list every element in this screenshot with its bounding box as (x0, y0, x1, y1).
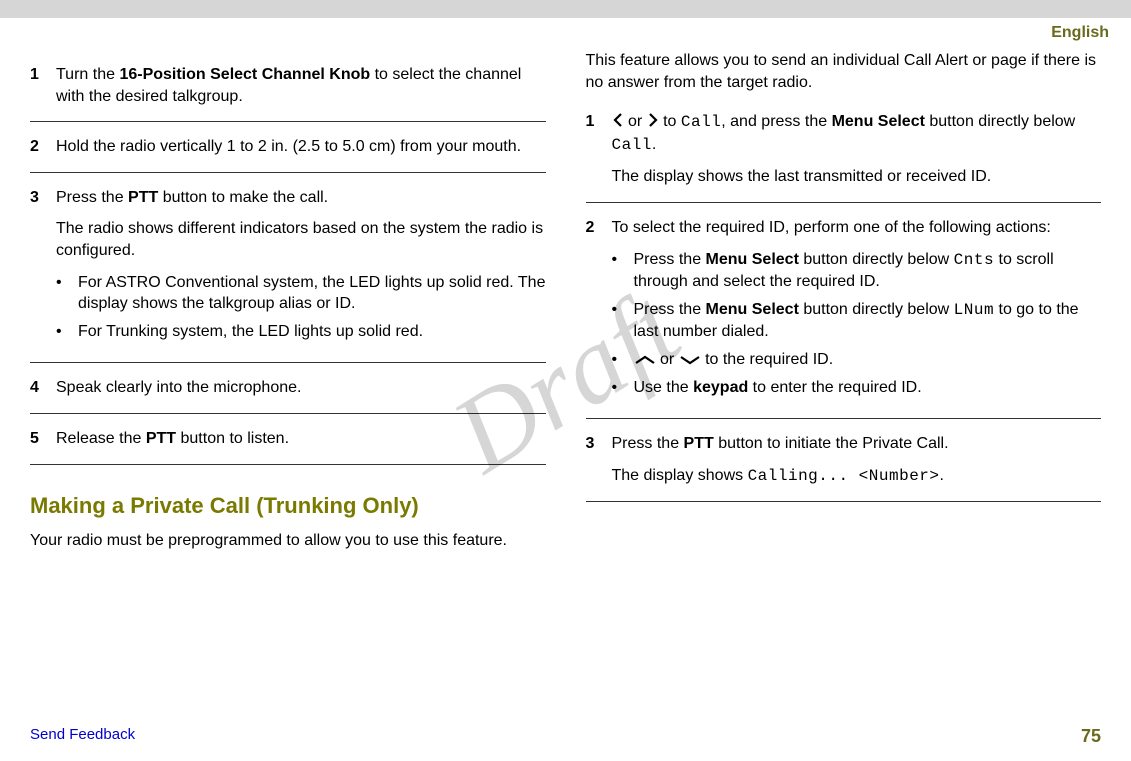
bullet-text: Press the Menu Select button directly be… (634, 299, 1102, 343)
bullet-text: Press the Menu Select button directly be… (634, 249, 1102, 293)
bullet-list: Press the Menu Select button directly be… (612, 249, 1102, 399)
language-label: English (0, 18, 1131, 42)
step-text: Turn the 16-Position Select Channel Knob… (56, 64, 546, 107)
step-text: The display shows the last transmitted o… (612, 166, 1102, 188)
step-number: 1 (30, 64, 56, 107)
step-body: To select the required ID, perform one o… (612, 217, 1102, 404)
list-item: Press the Menu Select button directly be… (612, 249, 1102, 293)
step: 1 or to Call, and press the Menu Select … (586, 97, 1102, 203)
page-footer: Send Feedback 75 (0, 726, 1131, 747)
send-feedback-link[interactable]: Send Feedback (30, 726, 135, 747)
step-text: Release the PTT button to listen. (56, 428, 546, 450)
step-number: 1 (586, 111, 612, 188)
bullet-text: For ASTRO Conventional system, the LED l… (78, 272, 546, 315)
step-body: Press the PTT button to initiate the Pri… (612, 433, 1102, 487)
step-text: The radio shows different indicators bas… (56, 218, 546, 261)
code-text: LNum (954, 301, 994, 319)
step-body: Speak clearly into the microphone. (56, 377, 546, 399)
bullet-text: For Trunking system, the LED lights up s… (78, 321, 423, 343)
step-number: 3 (30, 187, 56, 349)
step: 4Speak clearly into the microphone. (30, 363, 546, 414)
code-text: Call (681, 113, 721, 131)
right-column: This feature allows you to send an indiv… (586, 50, 1102, 558)
code-text: Cnts (954, 251, 994, 269)
section-heading: Making a Private Call (Trunking Only) (30, 491, 546, 521)
chevron-up-icon (634, 351, 656, 368)
step-body: Turn the 16-Position Select Channel Knob… (56, 64, 546, 107)
step: 3Press the PTT button to make the call. T… (30, 173, 546, 364)
step: 2To select the required ID, perform one … (586, 203, 1102, 419)
step-number: 2 (30, 136, 56, 158)
step-number: 4 (30, 377, 56, 399)
chevron-left-icon (612, 113, 624, 130)
step-text: To select the required ID, perform one o… (612, 217, 1102, 239)
list-item: or to the required ID. (612, 349, 1102, 371)
list-item: For ASTRO Conventional system, the LED l… (56, 272, 546, 315)
step-text: Speak clearly into the microphone. (56, 377, 546, 399)
list-item: Press the Menu Select button directly be… (612, 299, 1102, 343)
step-text: Press the PTT button to initiate the Pri… (612, 433, 1102, 455)
step-number: 3 (586, 433, 612, 487)
step-number: 5 (30, 428, 56, 450)
step-text: Hold the radio vertically 1 to 2 in. (2.… (56, 136, 546, 158)
step: 1Turn the 16-Position Select Channel Kno… (30, 50, 546, 122)
code-text: Calling... <Number> (748, 467, 940, 485)
bullet-list: For ASTRO Conventional system, the LED l… (56, 272, 546, 343)
step-body: Press the PTT button to make the call. Th… (56, 187, 546, 349)
step: 2Hold the radio vertically 1 to 2 in. (2… (30, 122, 546, 173)
step: 5Release the PTT button to listen. (30, 414, 546, 465)
section-intro: Your radio must be preprogrammed to allo… (30, 530, 546, 552)
window-titlebar (0, 0, 1131, 18)
step-number: 2 (586, 217, 612, 404)
step-text: Press the PTT button to make the call. (56, 187, 546, 209)
bullet-text: or to the required ID. (634, 349, 834, 371)
bullet-text: Use the keypad to enter the required ID. (634, 377, 922, 399)
step-text: or to Call, and press the Menu Select bu… (612, 111, 1102, 156)
page-content: 1Turn the 16-Position Select Channel Kno… (0, 42, 1131, 558)
chevron-right-icon (647, 113, 659, 130)
step-text: The display shows Calling... <Number>. (612, 465, 1102, 488)
step-body: Release the PTT button to listen. (56, 428, 546, 450)
page-number: 75 (1081, 726, 1101, 747)
step-body: or to Call, and press the Menu Select bu… (612, 111, 1102, 188)
step-body: Hold the radio vertically 1 to 2 in. (2.… (56, 136, 546, 158)
step: 3Press the PTT button to initiate the Pr… (586, 419, 1102, 502)
code-text: Call (612, 136, 652, 154)
right-intro: This feature allows you to send an indiv… (586, 50, 1102, 93)
left-column: 1Turn the 16-Position Select Channel Kno… (30, 50, 546, 558)
list-item: For Trunking system, the LED lights up s… (56, 321, 546, 343)
list-item: Use the keypad to enter the required ID. (612, 377, 1102, 399)
chevron-down-icon (679, 351, 701, 368)
